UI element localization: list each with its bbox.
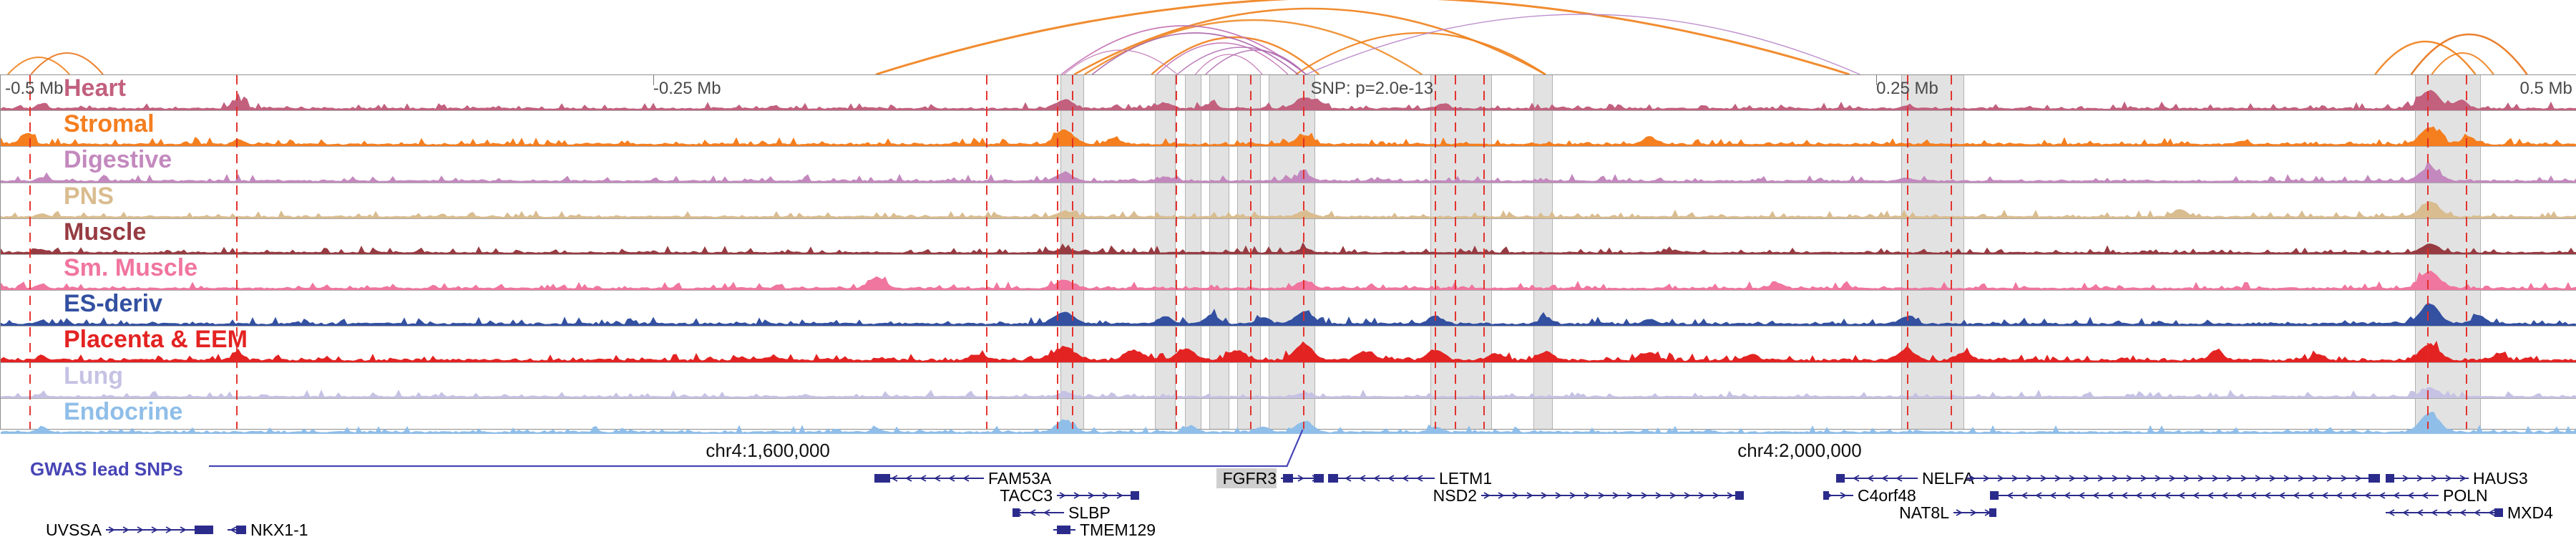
interaction-arc: [1194, 54, 1263, 75]
gene-nelfa[interactable]: NELFA: [1836, 469, 1975, 488]
signal-digestive: [1, 160, 2576, 183]
gene-mxd4[interactable]: MXD4: [2386, 503, 2553, 522]
interaction-arc: [1091, 32, 1299, 75]
track-row-muscle[interactable]: Muscle: [1, 218, 2576, 255]
track-rows: Heart Stromal Digestive PNS Muscle Sm. Muscle…: [1, 74, 2576, 434]
signal-placenta-eem: [1, 340, 2576, 362]
gene-label-uvssa: UVSSA: [46, 521, 102, 537]
gene-nat8l[interactable]: NAT8L: [1899, 503, 1996, 522]
gene-unlabeled[interactable]: [1966, 474, 2380, 483]
gene-label-nsd2: NSD2: [1433, 486, 1477, 505]
interaction-arc: [7, 57, 70, 75]
track-row-es-deriv[interactable]: ES-deriv: [1, 290, 2576, 327]
track-row-placenta-eem[interactable]: Placenta & EEM: [1, 326, 2576, 363]
gene-letm1[interactable]: LETM1: [1328, 469, 1492, 488]
track-label-pns: PNS: [64, 182, 114, 210]
gene-label-fgfr3: FGFR3: [1223, 469, 1277, 488]
signal-heart: [1, 90, 2576, 111]
track-label-stromal: Stromal: [64, 110, 155, 138]
signal-lung: [1, 387, 2576, 398]
gene-haus3[interactable]: HAUS3: [2386, 469, 2528, 488]
interaction-arc: [2410, 33, 2528, 75]
gene-label-letm1: LETM1: [1439, 469, 1492, 488]
interaction-arc: [1176, 47, 1307, 75]
gene-label-tmem129: TMEM129: [1080, 521, 1156, 537]
gene-fgfr3[interactable]: FGFR3: [1216, 468, 1324, 488]
gene-label-haus3: HAUS3: [2473, 469, 2528, 488]
track-label-muscle: Muscle: [64, 218, 147, 246]
signal-muscle: [1, 241, 2576, 254]
gwas-snp-pointer: [209, 429, 1304, 468]
gene-label-mxd4: MXD4: [2507, 503, 2553, 522]
track-row-stromal[interactable]: Stromal: [1, 110, 2576, 147]
coordinate-chr4-2-000-000: chr4:2,000,000: [1737, 440, 1862, 461]
interaction-arc: [1205, 49, 1307, 75]
track-row-lung[interactable]: Lung: [1, 362, 2576, 399]
signal-es-deriv: [1, 303, 2576, 326]
interaction-arc: [2431, 52, 2494, 75]
track-label-sm-muscle: Sm. Muscle: [64, 253, 198, 281]
signal-pns: [1, 200, 2576, 218]
track-label-digestive: Digestive: [64, 146, 172, 174]
gene-poln[interactable]: POLN: [1990, 486, 2488, 505]
track-row-digestive[interactable]: Digestive: [1, 146, 2576, 183]
interaction-arc: [1060, 25, 1307, 75]
gene-label-slbp: SLBP: [1068, 503, 1111, 522]
gene-label-tacc3: TACC3: [1000, 486, 1053, 505]
gene-c4orf48[interactable]: C4orf48: [1823, 486, 1916, 505]
track-label-lung: Lung: [64, 362, 124, 390]
gene-tacc3[interactable]: TACC3: [1000, 486, 1139, 505]
interaction-arc: [1151, 36, 1319, 75]
track-label-endocrine: Endocrine: [64, 397, 183, 425]
track-label-es-deriv: ES-deriv: [64, 290, 162, 318]
track-row-endocrine[interactable]: Endocrine: [1, 397, 2576, 434]
track-label-heart: Heart: [64, 74, 126, 102]
gwas-lead-snps-label: GWAS lead SNPs: [30, 458, 183, 480]
interaction-arc: [2374, 41, 2477, 75]
signal-sm-muscle: [1, 270, 2576, 291]
interaction-arc: [1295, 32, 1546, 75]
gene-label-nelfa: NELFA: [1922, 469, 1975, 488]
gene-label-nkx1-1: NKX1-1: [250, 521, 308, 537]
gene-fam53a[interactable]: FAM53A: [874, 469, 1052, 488]
signal-endocrine: [1, 411, 2576, 434]
gene-label-poln: POLN: [2443, 486, 2488, 505]
gene-uvssa[interactable]: UVSSA: [46, 521, 213, 537]
gene-tmem129[interactable]: TMEM129: [1053, 521, 1156, 537]
interaction-arc: [1305, 14, 1860, 75]
gene-slbp[interactable]: SLBP: [1013, 503, 1111, 522]
signal-stromal: [1, 126, 2576, 147]
interaction-arc: [1156, 42, 1289, 75]
gene-label-c4orf48: C4orf48: [1858, 486, 1916, 505]
interaction-arc: [30, 52, 104, 75]
gene-nsd2[interactable]: NSD2: [1433, 486, 1744, 505]
track-row-sm-muscle[interactable]: Sm. Muscle: [1, 253, 2576, 291]
interaction-arcs-layer: [7, 0, 2528, 75]
gene-label-nat8l: NAT8L: [1899, 503, 1949, 522]
interaction-arc: [1063, 49, 1178, 75]
gene-label-fam53a: FAM53A: [988, 469, 1052, 488]
track-label-placenta-eem: Placenta & EEM: [64, 326, 248, 354]
track-row-pns[interactable]: PNS: [1, 183, 2576, 219]
gene-label-highlight-box: [1216, 468, 1277, 488]
track-row-heart[interactable]: Heart: [1, 74, 2576, 112]
gene-nkx1-1[interactable]: NKX1-1: [228, 521, 308, 537]
interaction-arc: [875, 0, 1850, 75]
coordinate-chr4-1-600-000: chr4:1,600,000: [706, 440, 830, 461]
signal-tracks-panel[interactable]: Heart Stromal Digestive PNS Muscle Sm. Muscle…: [0, 74, 2576, 434]
